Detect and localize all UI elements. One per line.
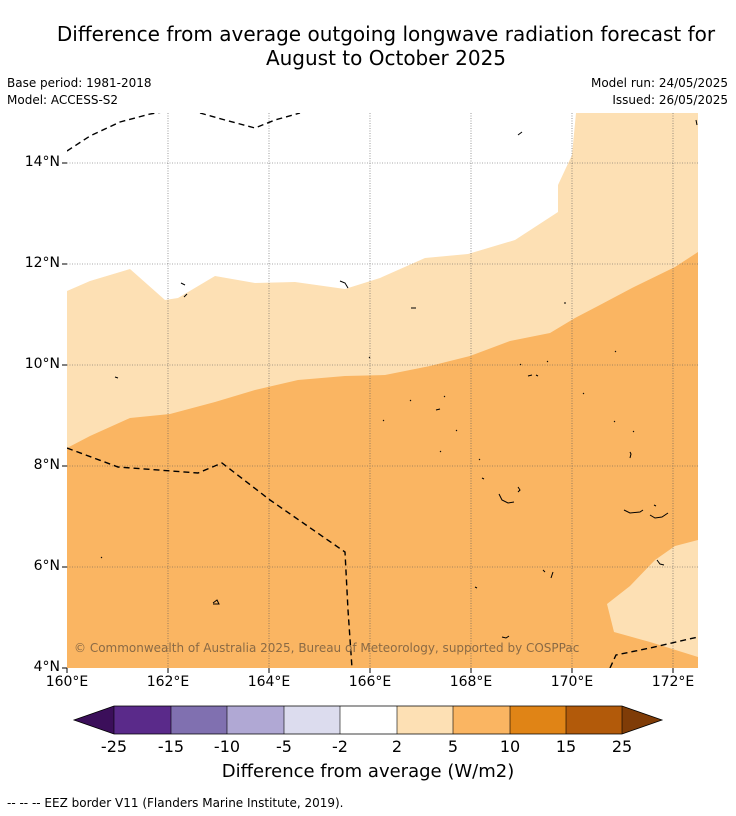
eez-borders: [67, 113, 698, 668]
colorbar-bin-9: [566, 706, 622, 734]
eez-legend-note: -- -- -- EEZ border V11 (Flanders Marine…: [7, 796, 344, 810]
lat-label-10n: 10°N: [24, 356, 60, 372]
colorbar-bin-2: [171, 706, 227, 734]
lon-label-170e: 170°E: [550, 674, 594, 690]
lat-label-14n: 14°N: [24, 154, 60, 170]
colorbar-tick: 2: [391, 737, 403, 756]
lat-label-4n: 4°N: [33, 659, 60, 675]
colorbar-tick: -10: [213, 737, 241, 756]
colorbar-bin-1: [114, 706, 171, 734]
colorbar-tick: -25: [100, 737, 128, 756]
meta-right: Model run: 24/05/2025 Issued: 26/05/2025: [591, 75, 728, 109]
colorbar-tick: 5: [447, 737, 459, 756]
colorbar-tick: 15: [555, 737, 577, 756]
lon-label-164e: 164°E: [247, 674, 291, 690]
issued-date: Issued: 26/05/2025: [612, 93, 728, 107]
title-line-1: Difference from average outgoing longwav…: [56, 22, 716, 46]
model-run: Model run: 24/05/2025: [590, 76, 728, 90]
lon-label-162e: 162°E: [146, 674, 190, 690]
colorbar-tick: -15: [157, 737, 185, 756]
lat-label-6n: 6°N: [33, 558, 60, 574]
colorbar-tick: 10: [499, 737, 521, 756]
meta-left: Base period: 1981-2018 Model: ACCESS-S2: [7, 75, 152, 109]
lon-label-168e: 168°E: [449, 674, 493, 690]
lat-label-12n: 12°N: [24, 255, 60, 271]
colorbar-extend-high: [622, 706, 662, 734]
lon-label-160e: 160°E: [45, 674, 89, 690]
colorbar-bin-8: [510, 706, 566, 734]
colorbar-tick: 25: [611, 737, 633, 756]
colorbar-bin-4: [284, 706, 340, 734]
lon-label-166e: 166°E: [348, 674, 392, 690]
model-name: Model: ACCESS-S2: [7, 93, 119, 107]
colorbar-tick: -2: [332, 737, 348, 756]
lat-label-8n: 8°N: [33, 457, 60, 473]
colorbar-extend-low: [74, 706, 114, 734]
axis-ticks: [62, 162, 674, 673]
map-area: [67, 113, 698, 668]
base-period: Base period: 1981-2018: [7, 76, 152, 90]
colorbar-bin-5: [340, 706, 397, 734]
lon-label-172e: 172°E: [651, 674, 695, 690]
grid-lines: [67, 113, 698, 668]
copyright-notice: © Commonwealth of Australia 2025, Bureau…: [74, 641, 580, 655]
title-line-2: August to October 2025: [265, 46, 507, 70]
colorbar-bin-3: [227, 706, 284, 734]
colorbar: [72, 705, 664, 735]
colorbar-label: Difference from average (W/m2): [221, 761, 515, 782]
colorbar-bin-6: [397, 706, 453, 734]
anomaly-region-5-10: [67, 252, 698, 668]
islands: [100, 119, 698, 639]
colorbar-dividers: [113, 706, 623, 734]
colorbar-bin-7: [453, 706, 510, 734]
colorbar-tick: -5: [276, 737, 292, 756]
map-title: Difference from average outgoing longwav…: [0, 22, 736, 70]
